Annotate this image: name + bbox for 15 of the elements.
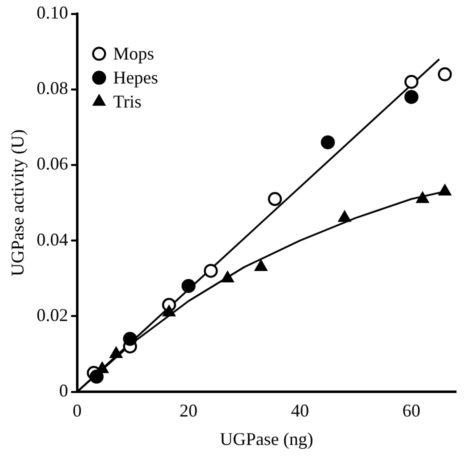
x-tick-label: 0 — [72, 400, 82, 420]
legend-label: Tris — [113, 92, 142, 112]
y-axis-title: UGPase activity (U) — [8, 129, 28, 276]
y-tick-label: 0.06 — [36, 154, 68, 174]
y-tick-label: 0.02 — [36, 304, 68, 325]
y-tick-label: 0 — [59, 380, 68, 401]
x-tick-label: 60 — [402, 400, 420, 420]
y-tick-label: 0.04 — [36, 229, 68, 250]
legend-label: Mops — [113, 44, 154, 64]
y-tick-label: 0.08 — [36, 78, 68, 98]
legend-label: Hepes — [113, 68, 158, 88]
x-axis-title: UGPase (ng) — [220, 428, 314, 449]
x-tick-label: 40 — [290, 400, 309, 420]
y-tick-label: 0.10 — [36, 2, 68, 23]
x-tick-label: 20 — [180, 400, 198, 420]
